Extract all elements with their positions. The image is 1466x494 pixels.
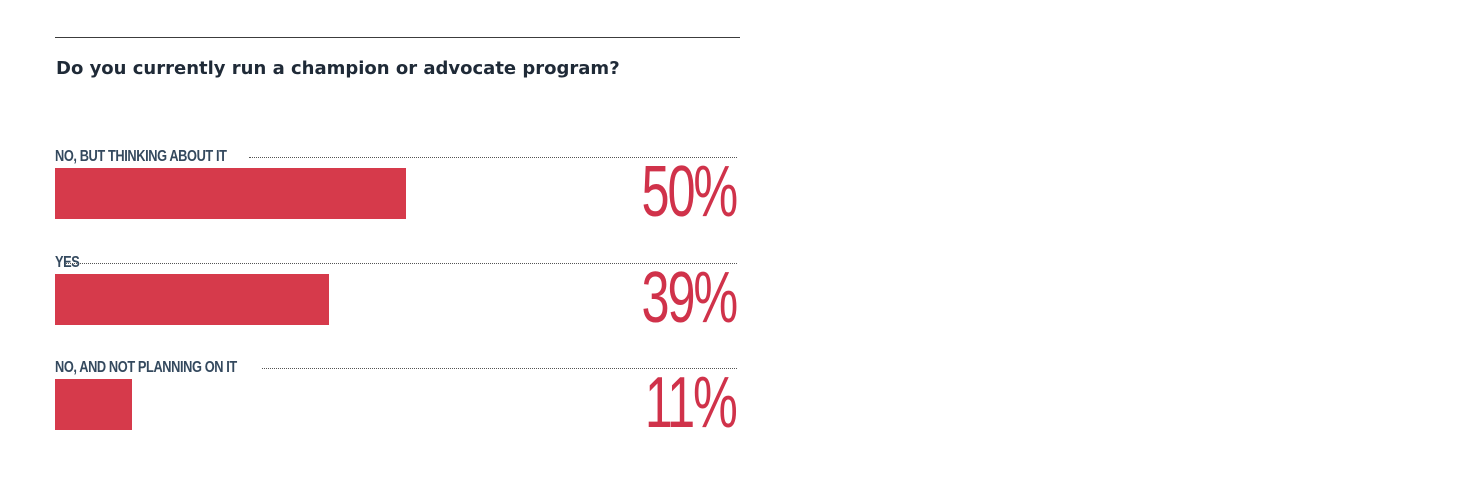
dotted-leader-line xyxy=(249,157,737,158)
chart-row-no-not-planning: NO, AND NOT PLANNING ON IT 11% xyxy=(55,357,740,457)
category-label: NO, BUT THINKING ABOUT IT xyxy=(55,148,227,165)
category-label: YES xyxy=(55,254,80,271)
chart-row-no-but-thinking: NO, BUT THINKING ABOUT IT 50% xyxy=(55,146,740,246)
dotted-leader-line xyxy=(262,368,737,369)
row-header: NO, AND NOT PLANNING ON IT xyxy=(55,357,737,379)
chart-row-yes: YES 39% xyxy=(55,252,740,352)
value-label: 11% xyxy=(645,363,738,443)
bar-no-but-thinking xyxy=(55,168,406,219)
value-label: 50% xyxy=(641,152,738,232)
top-divider xyxy=(55,37,740,38)
row-header: YES xyxy=(55,252,737,274)
value-label: 39% xyxy=(641,258,738,338)
bar-no-not-planning xyxy=(55,379,132,430)
bar-chart: Do you currently run a champion or advoc… xyxy=(55,37,740,457)
bar-yes xyxy=(55,274,329,325)
row-header: NO, BUT THINKING ABOUT IT xyxy=(55,146,737,168)
chart-title: Do you currently run a champion or advoc… xyxy=(56,58,620,79)
category-label: NO, AND NOT PLANNING ON IT xyxy=(55,359,237,376)
dotted-leader-line xyxy=(65,263,737,264)
